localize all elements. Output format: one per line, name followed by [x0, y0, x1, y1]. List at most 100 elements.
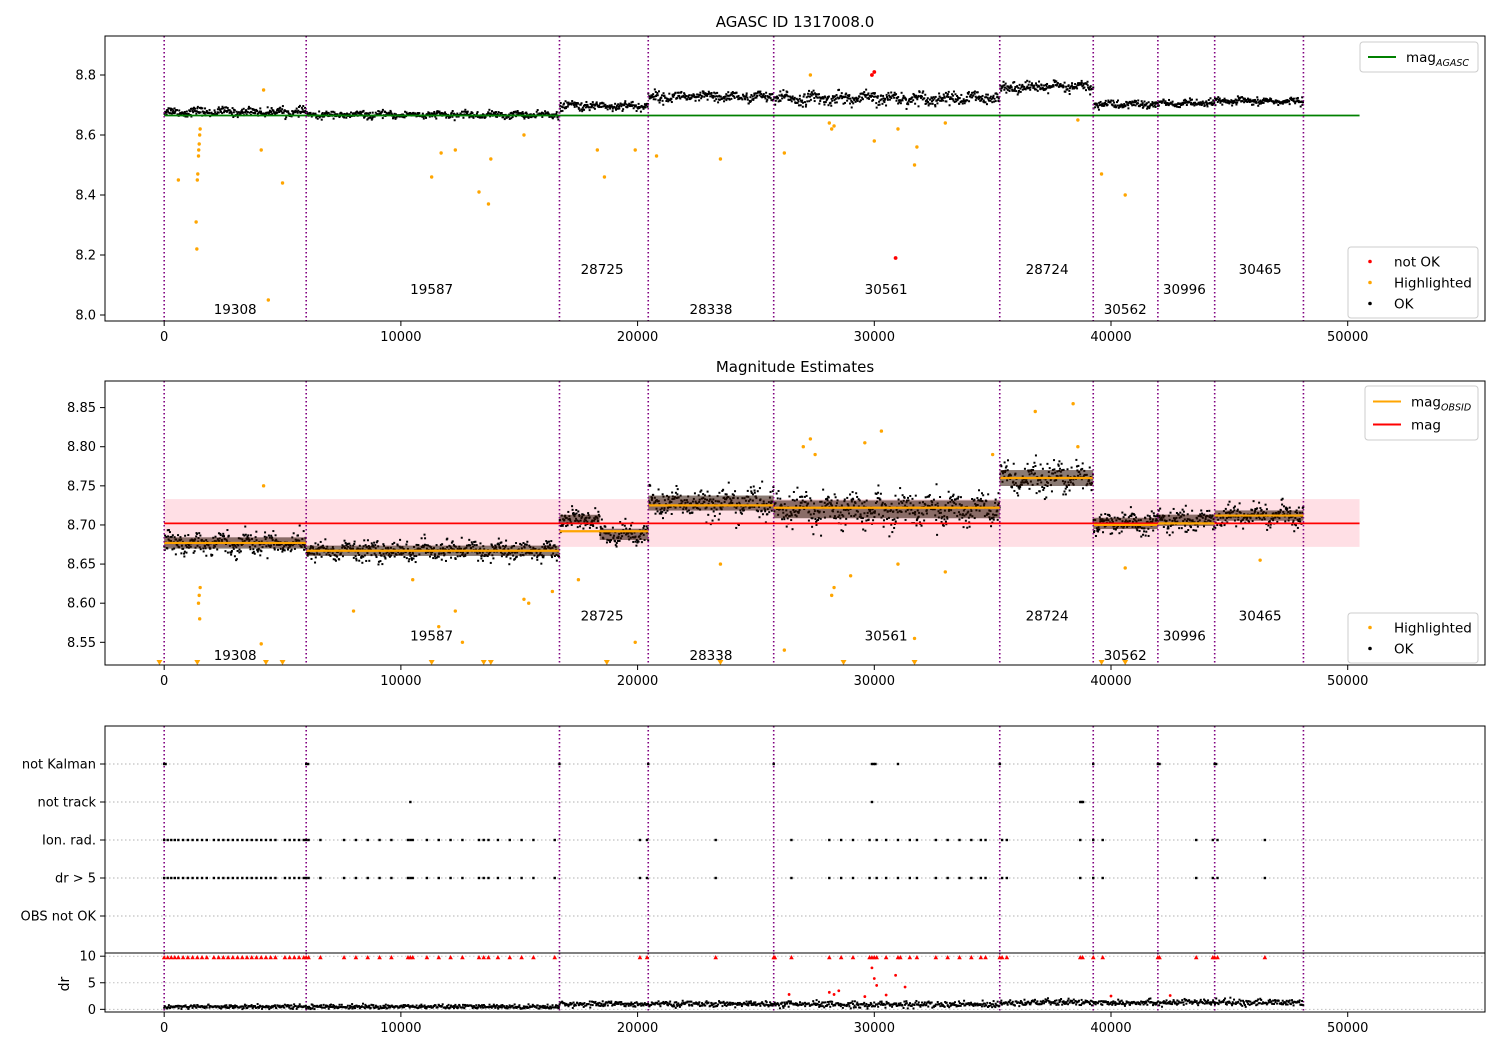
ok-point — [1159, 507, 1162, 510]
ok-point — [180, 552, 183, 555]
ok-point — [344, 541, 347, 544]
ok-point — [1028, 86, 1031, 89]
ok-point — [574, 513, 577, 516]
ok-point — [169, 536, 172, 539]
flag-point — [1092, 762, 1095, 766]
ok-point — [212, 112, 215, 115]
ok-point — [427, 544, 430, 547]
ok-point — [232, 547, 235, 550]
ok-point — [1086, 80, 1089, 83]
ok-point — [505, 116, 508, 119]
ok-point — [1171, 100, 1174, 103]
ok-point — [1048, 467, 1051, 470]
ok-point — [205, 554, 208, 557]
ok-point — [1102, 531, 1105, 534]
ok-point — [753, 92, 756, 95]
ok-point — [696, 93, 699, 96]
ok-point — [373, 541, 376, 544]
flag-point — [532, 838, 535, 842]
ok-point — [1194, 101, 1197, 104]
ok-point — [931, 102, 934, 105]
ok-point — [441, 543, 444, 546]
ok-point — [1127, 107, 1130, 110]
ok-point — [170, 112, 173, 115]
ok-point — [978, 489, 981, 492]
ok-point — [811, 525, 814, 528]
ok-point — [952, 99, 955, 102]
ok-point — [1080, 79, 1083, 82]
ok-point — [205, 109, 208, 112]
ok-point — [896, 97, 899, 100]
ok-point — [165, 113, 168, 116]
ok-point — [604, 525, 607, 528]
ok-point — [452, 543, 455, 546]
ok-point — [368, 559, 371, 562]
flag-point — [870, 800, 874, 804]
highlighted-point — [198, 585, 202, 590]
ok-point — [1000, 87, 1003, 90]
ok-point — [676, 91, 679, 94]
ok-point — [818, 102, 821, 105]
legend-dot-swatch — [1368, 280, 1372, 285]
ok-point — [498, 543, 501, 546]
flag-point — [260, 838, 263, 842]
ok-point — [954, 93, 957, 96]
ok-point — [819, 99, 822, 102]
ok-point — [425, 544, 428, 547]
obsid-label: 28338 — [689, 648, 732, 664]
ok-point — [559, 524, 562, 527]
ok-point — [861, 96, 864, 99]
ok-point — [846, 496, 849, 499]
ok-point — [1075, 86, 1078, 89]
ok-point — [374, 544, 377, 547]
flag-point — [409, 876, 412, 880]
ok-point — [940, 99, 943, 102]
ok-point — [945, 95, 948, 98]
highlighted-point — [912, 163, 917, 167]
highlighted-point — [896, 127, 900, 131]
ok-point — [658, 101, 661, 104]
ok-point — [814, 518, 817, 521]
ok-point — [808, 100, 811, 103]
ok-point — [1270, 98, 1273, 101]
ok-point — [1035, 492, 1038, 495]
ok-point — [675, 484, 678, 487]
ok-point — [731, 493, 734, 496]
highlighted-point — [718, 157, 723, 161]
ok-point — [703, 95, 706, 98]
ok-point — [226, 109, 229, 112]
ok-point — [595, 102, 598, 105]
ok-point — [964, 519, 967, 522]
ok-point — [379, 560, 382, 563]
highlighted-point — [351, 609, 356, 613]
ok-point — [1136, 529, 1139, 532]
ok-point — [1055, 80, 1058, 83]
ok-point — [423, 533, 426, 536]
ok-point — [1145, 102, 1148, 105]
ok-point — [303, 111, 306, 114]
ok-point — [615, 108, 618, 111]
ok-point — [329, 113, 332, 116]
ok-point — [653, 95, 656, 98]
ok-point — [1141, 106, 1144, 109]
ok-point — [888, 535, 891, 538]
ok-point — [872, 92, 875, 95]
ok-point — [960, 93, 963, 96]
ok-point — [611, 526, 614, 529]
ok-point — [943, 518, 946, 521]
ok-point — [1033, 84, 1036, 87]
ok-point — [1211, 102, 1214, 105]
ok-point — [769, 97, 772, 100]
ok-point — [875, 102, 878, 105]
ok-point — [1152, 512, 1155, 515]
ok-point — [1074, 83, 1077, 86]
ok-point — [513, 111, 516, 114]
ok-point — [949, 96, 952, 99]
flag-point — [293, 876, 296, 880]
ok-point — [1013, 87, 1016, 90]
ok-point — [1160, 101, 1163, 104]
ok-point — [1028, 487, 1031, 490]
flag-point — [212, 838, 216, 842]
ok-point — [856, 495, 859, 498]
